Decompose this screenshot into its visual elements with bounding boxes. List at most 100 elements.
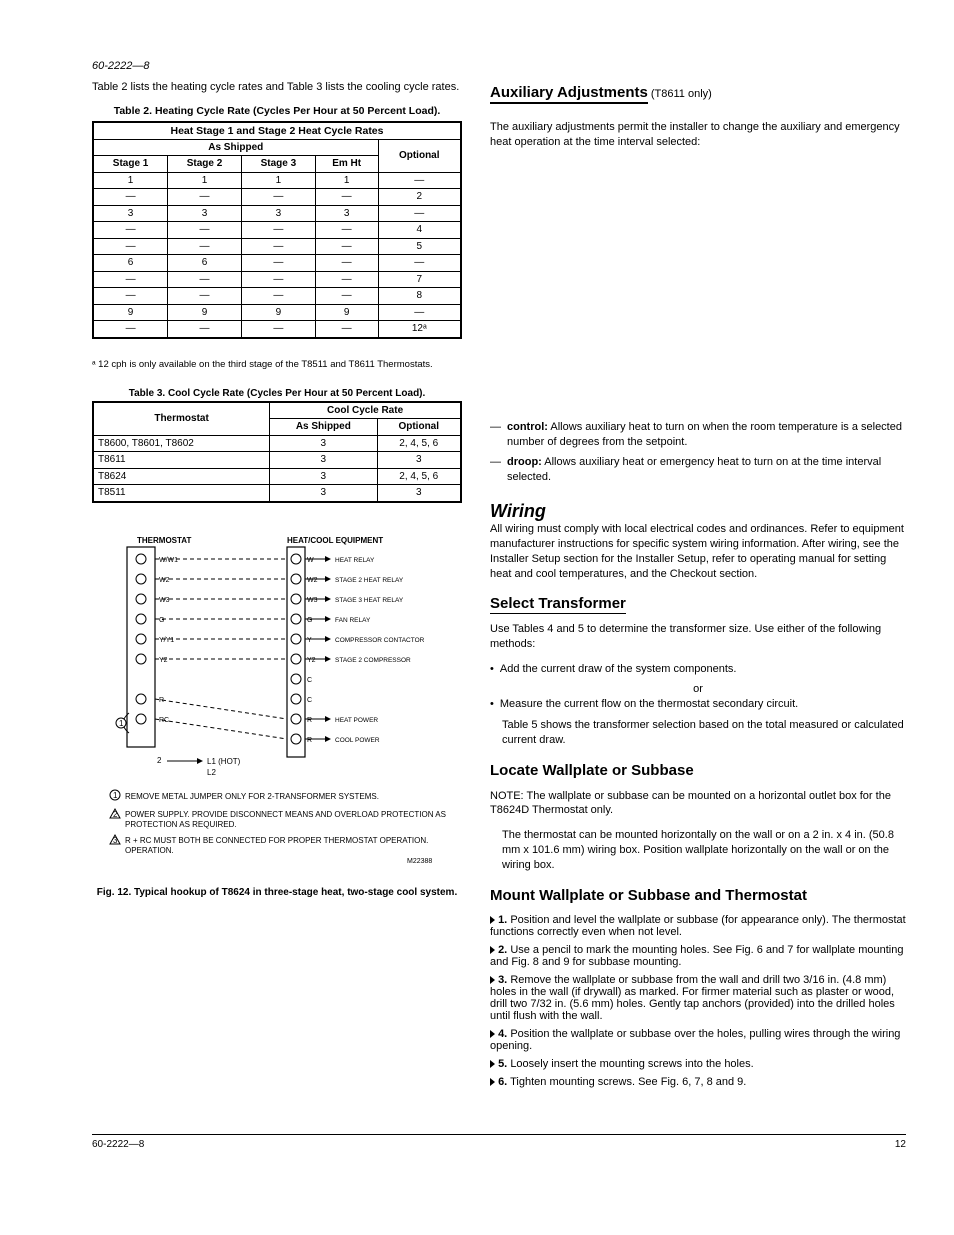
table3-caption: Table 3. Cool Cycle Rate (Cycles Per Hou… — [92, 388, 462, 399]
table2-optional-header: Optional — [378, 139, 461, 172]
svg-text:G: G — [159, 617, 164, 624]
table2-cell: 2 — [378, 189, 461, 206]
table3-cell: T8624 — [93, 468, 270, 485]
svg-text:STAGE 3 HEAT RELAY: STAGE 3 HEAT RELAY — [335, 597, 404, 604]
aux-adjustments-heading: Auxiliary Adjustments — [490, 84, 648, 104]
table2-cell: 9 — [315, 304, 378, 321]
table2-cell: 9 — [241, 304, 315, 321]
svg-text:W3: W3 — [307, 597, 318, 604]
table3-col-thermostat: Thermostat — [93, 402, 270, 436]
table2-footnote: ᵃ 12 cph is only available on the third … — [92, 359, 462, 370]
table3-cell: 2, 4, 5, 6 — [377, 435, 461, 452]
table3-col-shipped: As Shipped — [270, 419, 377, 436]
table2-cell: — — [315, 238, 378, 255]
svg-text:PROTECTION AS REQUIRED.: PROTECTION AS REQUIRED. — [125, 820, 237, 829]
svg-text:L2: L2 — [207, 768, 216, 777]
table2-cell: 1 — [315, 172, 378, 189]
table2-cell: — — [241, 271, 315, 288]
svg-text:W3: W3 — [159, 597, 170, 604]
table2-cell: — — [241, 189, 315, 206]
svg-text:HEAT POWER: HEAT POWER — [335, 717, 378, 724]
table2-cell: 7 — [378, 271, 461, 288]
table2-cell: — — [315, 321, 378, 338]
table2-cell: — — [93, 271, 168, 288]
table2-cell: — — [168, 288, 242, 305]
transformer-p1: Use Tables 4 and 5 to determine the tran… — [490, 622, 906, 652]
table2-cell: — — [168, 321, 242, 338]
table2-cell: — — [315, 288, 378, 305]
svg-text:2: 2 — [157, 756, 162, 765]
transformer-sub: Table 5 shows the transformer selection … — [502, 718, 906, 748]
wiring-heading: Wiring — [490, 501, 906, 522]
transformer-or: or — [490, 683, 906, 695]
svg-text:COOL POWER: COOL POWER — [335, 737, 380, 744]
transformer-bullet-1: •Add the current draw of the system comp… — [490, 662, 906, 677]
table2-cell: 8 — [378, 288, 461, 305]
svg-text:HEAT RELAY: HEAT RELAY — [335, 557, 375, 564]
svg-text:W2: W2 — [159, 577, 170, 584]
page-number-top: 60-2222—8 — [92, 60, 906, 72]
table2-cell: — — [168, 189, 242, 206]
svg-text:COMPRESSOR CONTACTOR: COMPRESSOR CONTACTOR — [335, 637, 425, 644]
mount-heading: Mount Wallplate or Subbase and Thermosta… — [490, 887, 807, 906]
table2-cell: — — [315, 222, 378, 239]
table2-col-1: Stage 1 — [93, 156, 168, 173]
svg-text:W: W — [307, 557, 314, 564]
svg-text:Y/Y1: Y/Y1 — [159, 637, 174, 644]
table2-cell: — — [241, 238, 315, 255]
table3-cell: 3 — [270, 485, 377, 502]
table2-cell: — — [315, 255, 378, 272]
svg-text:Y: Y — [307, 637, 312, 644]
thermostat-label: THERMOSTAT — [137, 536, 191, 545]
svg-text:REMOVE METAL JUMPER ONLY FOR 2: REMOVE METAL JUMPER ONLY FOR 2-TRANSFORM… — [125, 792, 379, 801]
table2-cell: 1 — [168, 172, 242, 189]
svg-text:W2: W2 — [307, 577, 318, 584]
table2-cell: 3 — [93, 205, 168, 222]
table2-cell: 3 — [241, 205, 315, 222]
aux-paragraph: The auxiliary adjustments permit the ins… — [490, 120, 906, 150]
aux-head-note: (T8611 only) — [651, 88, 712, 100]
table2-cell: 3 — [315, 205, 378, 222]
svg-text:L1 (HOT): L1 (HOT) — [207, 757, 241, 766]
table2-cell: — — [378, 304, 461, 321]
table2-cell: — — [93, 288, 168, 305]
table2-cell: — — [168, 271, 242, 288]
table2-cell: 1 — [241, 172, 315, 189]
svg-text:Y2: Y2 — [159, 657, 168, 664]
table3-cell: 3 — [270, 452, 377, 469]
table2-cell: 3 — [168, 205, 242, 222]
table2-cell: 12ᵃ — [378, 321, 461, 338]
table2-cell: 5 — [378, 238, 461, 255]
table2-cell: 9 — [168, 304, 242, 321]
table2-title: Heat Stage 1 and Stage 2 Heat Cycle Rate… — [93, 122, 461, 140]
svg-text:R + RC MUST BOTH BE CONNECTED: R + RC MUST BOTH BE CONNECTED FOR PROPER… — [125, 836, 428, 845]
footer-right: 12 — [895, 1139, 906, 1150]
svg-text:1: 1 — [113, 791, 118, 800]
table2-col-2: Stage 2 — [168, 156, 242, 173]
table3-cell: T8611 — [93, 452, 270, 469]
table2-col-4: Em Ht — [315, 156, 378, 173]
svg-text:C: C — [307, 677, 312, 684]
table2-cell: 1 — [93, 172, 168, 189]
wiring-paragraph: All wiring must comply with local electr… — [490, 522, 906, 581]
mount-step-4: 4. Position the wallplate or subbase ove… — [490, 1028, 906, 1052]
figure-caption: Fig. 12. Typical hookup of T8624 in thre… — [92, 887, 462, 898]
table2-cell: — — [93, 321, 168, 338]
locate-heading: Locate Wallplate or Subbase — [490, 762, 694, 781]
svg-text:FAN RELAY: FAN RELAY — [335, 617, 371, 624]
svg-text:Y2: Y2 — [307, 657, 316, 664]
mount-step-1: 1. Position and level the wallplate or s… — [490, 914, 906, 938]
svg-text:OPERATION.: OPERATION. — [125, 846, 174, 855]
aux-bullet-droop: — droop: Allows auxiliary heat or emerge… — [490, 455, 906, 485]
table2-cell: 6 — [168, 255, 242, 272]
table3-cell: 3 — [377, 452, 461, 469]
mount-step-5: 5. Loosely insert the mounting screws in… — [490, 1058, 906, 1070]
locate-p2: The thermostat can be mounted horizontal… — [502, 828, 906, 873]
table2-cell: — — [378, 255, 461, 272]
svg-text:STAGE 2 HEAT RELAY: STAGE 2 HEAT RELAY — [335, 577, 404, 584]
table2-cell: 6 — [93, 255, 168, 272]
table2-cell: — — [93, 238, 168, 255]
svg-text:2: 2 — [113, 810, 118, 819]
aux-bullet-control: — control: Allows auxiliary heat to turn… — [490, 420, 906, 450]
table2-cell: — — [378, 172, 461, 189]
